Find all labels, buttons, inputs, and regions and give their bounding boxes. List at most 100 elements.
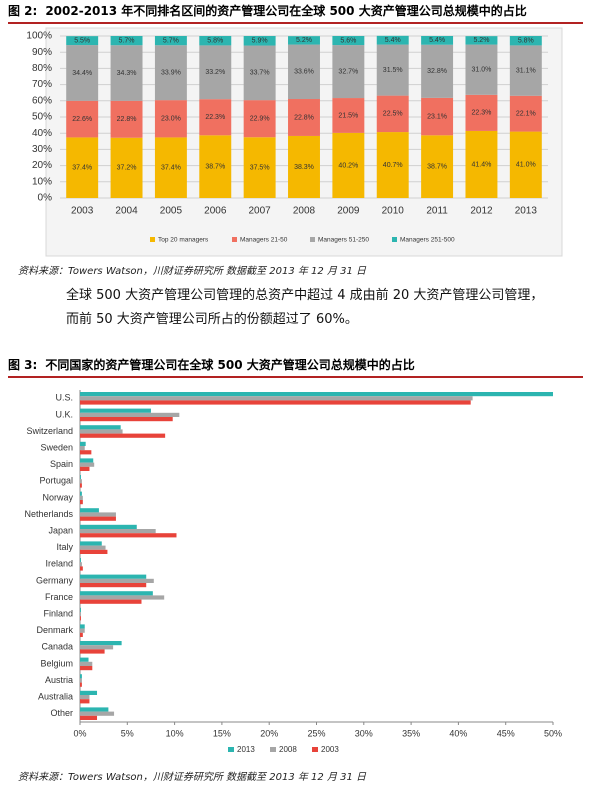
bar [80,616,81,621]
data-label: 40.7% [383,162,403,169]
data-label: 5.8% [207,38,223,45]
y-tick-label: Ireland [45,559,73,569]
data-label: 40.2% [338,162,358,169]
data-label: 23.1% [427,113,447,120]
bar-segment [465,94,498,131]
source-note: 资料来源：Towers Watson，川财证券研究所 数据截至 2013 年 1… [18,266,367,277]
bar [80,562,82,567]
bar-segment [66,100,99,138]
y-tick-label: Switzerland [26,426,73,436]
bar [80,591,153,596]
bar-segment [509,95,542,132]
bar [80,682,82,687]
legend-label: Top 20 managers [158,237,209,244]
bar [80,450,92,455]
bar-segment [421,36,454,45]
x-tick-label: 2009 [337,206,360,217]
data-label: 23.0% [161,116,181,123]
y-tick-label: 80% [32,63,52,74]
bar-segment [288,44,320,100]
figure-label: 图 2: [8,4,38,18]
bar [80,466,90,471]
bar-segment [332,45,365,99]
bar [80,417,173,422]
bar-segment [376,44,409,96]
legend-label: Managers 51-250 [318,237,369,244]
legend-swatch [312,747,318,752]
data-label: 38.7% [427,163,447,170]
bar [80,715,98,720]
y-tick-label: France [45,592,73,602]
data-label: 41.0% [516,162,536,169]
y-tick-label: 20% [32,160,52,171]
data-label: 37.5% [250,164,270,171]
data-label: 38.3% [294,164,314,171]
bar [80,491,82,496]
bar [80,529,156,534]
y-tick-label: Finland [43,608,73,618]
bar-segment [509,45,542,96]
bar-segment [243,100,276,138]
data-label: 34.4% [72,70,92,77]
bar [80,558,81,563]
legend-label: 2003 [321,745,339,754]
y-tick-label: Other [50,708,73,718]
bar-segment [421,97,454,136]
bar-segment [288,36,320,45]
bar [80,707,109,712]
bar-segment [288,99,320,136]
bar [80,578,154,583]
y-tick-label: Sweden [40,442,73,452]
bar [80,599,142,604]
data-label: 33.7% [250,70,270,77]
figure-label: 图 3: [8,358,38,372]
x-tick-label: 2011 [426,206,448,217]
bar-segment [66,45,99,101]
legend-swatch [232,237,237,242]
x-tick-label: 2012 [470,206,493,217]
bar [80,649,105,654]
bar [80,624,85,629]
bar [80,541,102,546]
data-label: 22.5% [383,111,403,118]
x-tick-label: 0% [73,728,86,738]
y-tick-label: Canada [41,642,73,652]
data-label: 5.2% [473,37,489,44]
y-tick-label: Japan [48,525,73,535]
y-tick-label: 90% [32,47,52,58]
y-tick-label: Germany [36,575,74,585]
data-label: 37.4% [161,165,181,172]
data-label: 22.1% [516,111,536,118]
legend-label: Managers 21-50 [240,237,288,244]
bar [80,441,86,446]
data-label: 31.0% [472,67,492,74]
figure-title: 2002-2013 年不同排名区间的资产管理公司在全球 500 大资产管理公司总… [45,4,527,18]
bar-segment [110,137,143,198]
bar [80,607,81,612]
x-tick-label: 2003 [71,206,94,217]
y-tick-label: Italy [56,542,73,552]
x-tick-label: 25% [307,728,325,738]
chart: 0% 5% 10% 15% 20% 25% 30% 35% 40% 45% 50% U.S. U.K. S… [24,390,562,754]
bar [80,495,83,500]
bar-segment [509,131,542,198]
bar-segment [66,36,99,46]
legend-swatch [310,237,315,242]
bar-segment [199,36,232,46]
data-label: 41.4% [472,161,492,168]
data-label: 5.4% [385,37,401,44]
data-label: 22.8% [294,114,314,121]
bar [80,699,90,704]
y-tick-label: Norway [42,492,73,502]
bar [80,524,137,529]
x-tick-label: 20% [260,728,278,738]
bar [80,674,82,679]
y-tick-label: Denmark [36,625,73,635]
bar [80,458,94,463]
y-tick-label: 50% [32,112,52,123]
x-tick-label: 40% [449,728,467,738]
bar [80,641,122,646]
data-label: 5.4% [429,37,445,44]
y-tick-label: 30% [32,144,52,155]
